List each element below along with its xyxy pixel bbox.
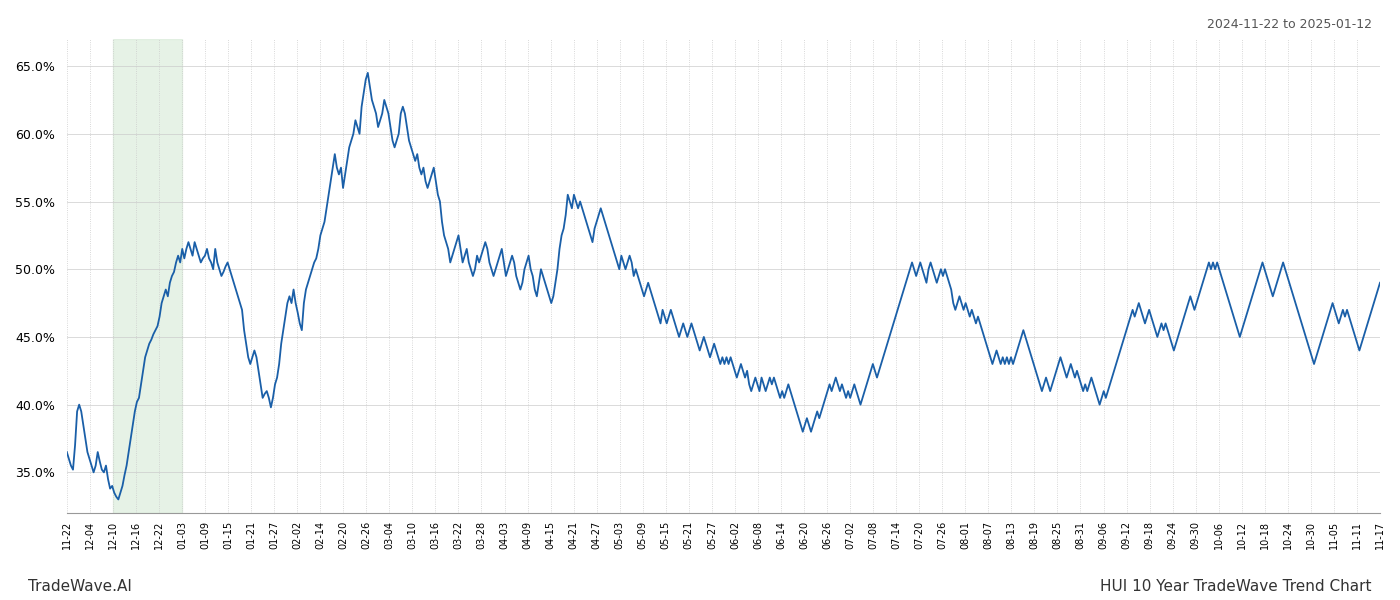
Bar [113, 39, 182, 513]
Text: 2024-11-22 to 2025-01-12: 2024-11-22 to 2025-01-12 [1207, 18, 1372, 31]
Text: HUI 10 Year TradeWave Trend Chart: HUI 10 Year TradeWave Trend Chart [1100, 579, 1372, 594]
Text: TradeWave.AI: TradeWave.AI [28, 579, 132, 594]
